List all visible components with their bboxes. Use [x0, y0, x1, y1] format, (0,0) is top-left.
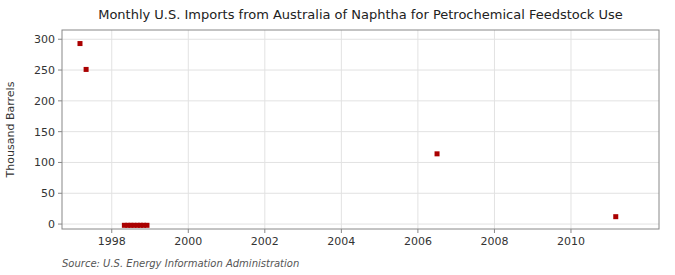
x-tick	[494, 229, 495, 233]
axes: 1998 2000 2002 2004 2006 2008 2010 0 50 100 150 200…	[34, 33, 585, 248]
y-tick-label: 200	[34, 95, 55, 108]
y-tick-label: 100	[34, 156, 55, 169]
x-grid-line	[111, 30, 112, 229]
x-tick	[111, 229, 112, 233]
y-tick	[58, 193, 62, 194]
y-grid-line	[62, 100, 659, 101]
point	[613, 214, 618, 219]
y-grid-line	[62, 193, 659, 194]
y-grid-line	[62, 39, 659, 40]
x-tick	[570, 229, 571, 233]
grid	[62, 30, 659, 229]
y-tick	[58, 100, 62, 101]
y-grid-line	[62, 131, 659, 132]
x-grid-line	[341, 30, 342, 229]
x-grid-line	[417, 30, 418, 229]
x-grid-line	[188, 30, 189, 229]
chart: 1998 2000 2002 2004 2006 2008 2010 0 50 100 150 200…	[0, 0, 675, 275]
point	[84, 67, 89, 72]
point	[144, 223, 149, 228]
x-tick	[264, 229, 265, 233]
x-tick	[417, 229, 418, 233]
y-tick	[58, 70, 62, 71]
x-tick-label: 2004	[327, 235, 355, 248]
y-grid-line	[62, 70, 659, 71]
y-grid-line	[62, 224, 659, 225]
x-grid-line	[494, 30, 495, 229]
y-tick-label: 250	[34, 64, 55, 77]
source-note: Source: U.S. Energy Information Administ…	[62, 258, 299, 269]
x-grid-line	[264, 30, 265, 229]
y-tick-label: 300	[34, 33, 55, 46]
point	[435, 151, 440, 156]
x-tick	[341, 229, 342, 233]
x-tick-label: 2010	[557, 235, 585, 248]
x-tick-label: 2002	[251, 235, 279, 248]
y-tick	[58, 224, 62, 225]
x-grid-line	[570, 30, 571, 229]
y-tick-label: 50	[41, 187, 55, 200]
point	[77, 41, 82, 46]
y-tick-label: 0	[48, 218, 55, 231]
x-tick-label: 1998	[98, 235, 126, 248]
y-tick	[58, 131, 62, 132]
plot-frame	[62, 30, 659, 229]
x-tick	[188, 229, 189, 233]
x-tick-label: 2000	[174, 235, 202, 248]
x-tick-label: 2006	[404, 235, 432, 248]
y-tick-label: 150	[34, 126, 55, 139]
title: Monthly U.S. Imports from Australia of N…	[98, 7, 623, 22]
y-tick	[58, 39, 62, 40]
y-grid-line	[62, 162, 659, 163]
y-tick	[58, 162, 62, 163]
y-axis-label: Thousand Barrels	[4, 81, 17, 178]
x-tick-label: 2008	[480, 235, 508, 248]
points	[77, 41, 618, 228]
